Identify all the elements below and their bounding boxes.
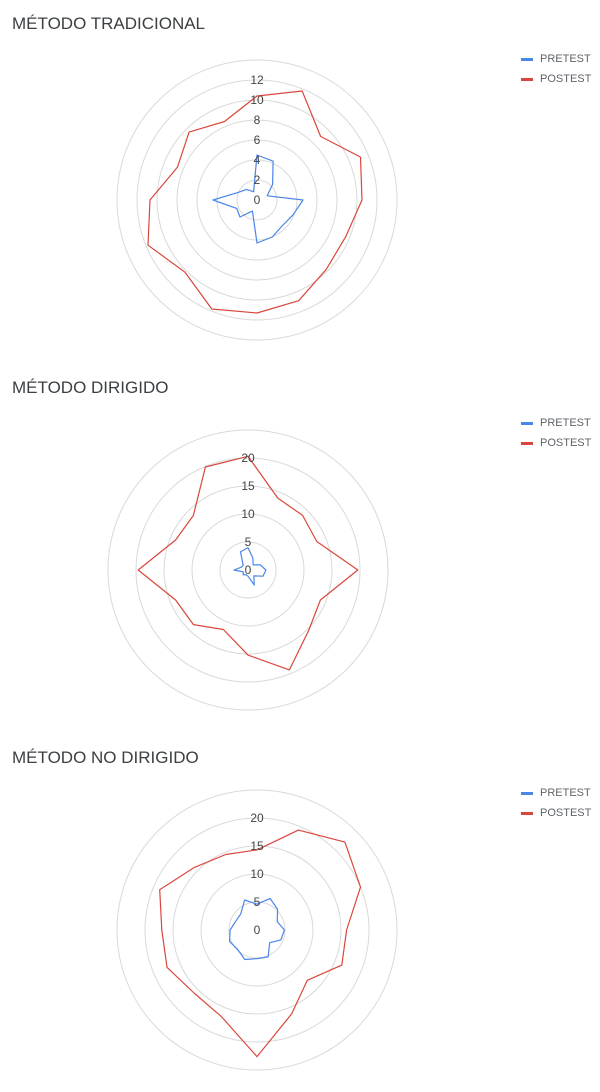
tick-label: 12 (250, 73, 264, 87)
legend-label-pretest: PRETEST (540, 417, 591, 429)
grid-ring (135, 457, 361, 683)
legend-label-postest: POSTEST (540, 437, 592, 449)
grid-ring (196, 139, 318, 261)
legend-swatch-postest (521, 441, 533, 445)
legend-swatch-pretest (521, 421, 533, 425)
grid-ring (176, 119, 338, 281)
legend-swatch-pretest (521, 57, 533, 61)
tick-label: 10 (250, 93, 264, 107)
grid-ring (116, 789, 398, 1071)
series-postest (137, 455, 359, 671)
legend-item-pretest[interactable]: PRETEST (521, 413, 591, 433)
tick-label: 20 (241, 451, 255, 465)
legend-swatch-postest (521, 811, 533, 815)
legend-label-pretest: PRETEST (540, 787, 591, 799)
tick-label: 15 (241, 479, 255, 493)
tick-label: 0 (254, 923, 261, 937)
chart-title: MÉTODO DIRIGIDO (12, 378, 169, 397)
legend-swatch-pretest (521, 791, 533, 795)
tick-label: 20 (250, 811, 264, 825)
series-postest (147, 90, 363, 314)
tick-label: 10 (241, 507, 255, 521)
radar-panel-no-dirigido: MÉTODO NO DIRIGIDO 0 5 10 15 20 PRETEST POST… (0, 734, 600, 1092)
legend: PRETEST POSTEST (521, 49, 591, 89)
radar-panel-dirigido: MÉTODO DIRIGIDO 0 5 10 15 20 PRETEST POSTEST (0, 364, 600, 722)
legend-item-postest[interactable]: POSTEST (521, 803, 591, 823)
legend-item-pretest[interactable]: PRETEST (521, 49, 591, 69)
radar-chart-no-dirigido: 0 5 10 15 20 (116, 789, 398, 1071)
radar-chart-tradicional: 0 2 4 6 8 10 12 (116, 59, 398, 341)
legend-item-postest[interactable]: POSTEST (521, 433, 591, 453)
legend-label-postest: POSTEST (540, 73, 592, 85)
legend-swatch-postest (521, 77, 533, 81)
grid-ring (156, 99, 358, 301)
grid-ring (144, 817, 370, 1043)
grid-ring (219, 541, 277, 599)
tick-label: 0 (245, 563, 252, 577)
grid-ring (236, 179, 278, 221)
tick-label: 4 (254, 153, 261, 167)
series-pretest (229, 897, 285, 961)
chart-title: MÉTODO TRADICIONAL (12, 14, 206, 33)
grid-ring (136, 79, 378, 321)
grid-ring (107, 429, 389, 711)
tick-label: 8 (254, 113, 261, 127)
series-pretest (212, 154, 304, 244)
grid-ring (116, 59, 398, 341)
radar-chart-dirigido: 0 5 10 15 20 (107, 429, 389, 711)
legend-item-pretest[interactable]: PRETEST (521, 783, 591, 803)
grid-ring (200, 873, 314, 987)
tick-label: 5 (245, 535, 252, 549)
chart-title: MÉTODO NO DIRIGIDO (12, 748, 199, 767)
tick-label: 2 (254, 173, 261, 187)
legend-label-pretest: PRETEST (540, 53, 591, 65)
grid-ring (163, 485, 333, 655)
series-pretest (233, 547, 267, 586)
tick-label: 0 (254, 193, 261, 207)
radar-panel-tradicional: MÉTODO TRADICIONAL 0 2 4 6 8 10 12 PRETEST POS… (0, 0, 600, 358)
tick-label: 15 (250, 839, 264, 853)
grid-ring (172, 845, 342, 1015)
legend-item-postest[interactable]: POSTEST (521, 69, 591, 89)
legend: PRETEST POSTEST (521, 783, 591, 823)
tick-label: 6 (254, 133, 261, 147)
tick-label: 10 (250, 867, 264, 881)
tick-label: 5 (254, 895, 261, 909)
legend: PRETEST POSTEST (521, 413, 591, 453)
legend-label-postest: POSTEST (540, 807, 592, 819)
series-postest (159, 829, 362, 1058)
grid-ring (191, 513, 305, 627)
